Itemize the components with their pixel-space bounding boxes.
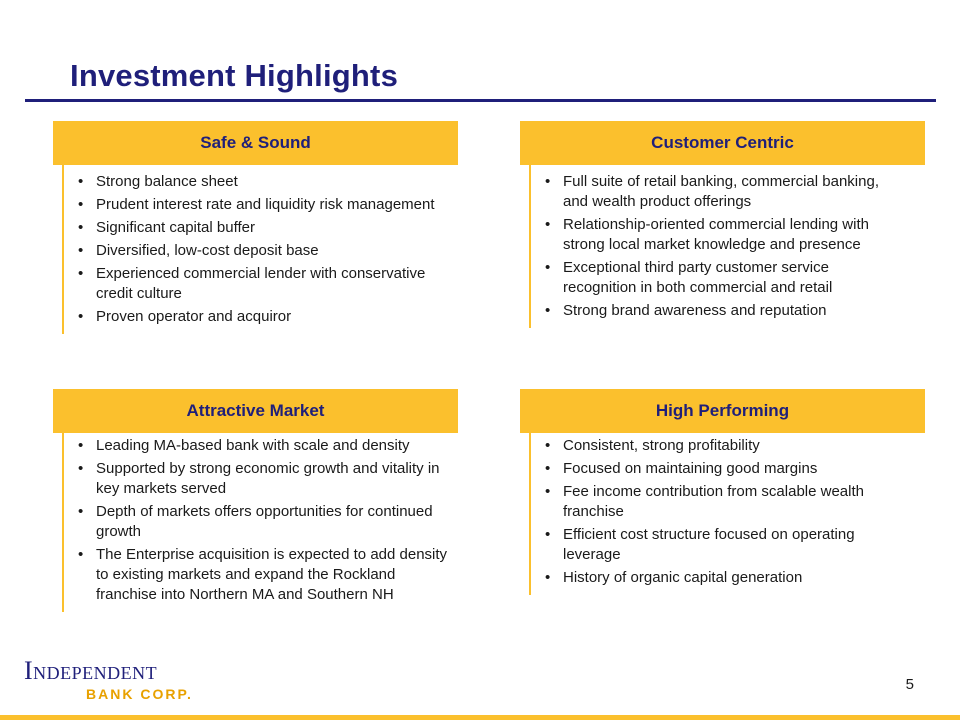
bullet-icon: • [78,437,84,454]
bullet-icon: • [545,259,551,276]
bullet-list: • Strong balance sheet • Prudent interest … [64,172,458,327]
list-item-text: Experienced commercial lender with conse… [96,265,426,302]
panel-body: • Strong balance sheet • Prudent interest … [62,165,458,334]
panel-heading: High Performing [520,389,925,433]
panel-safe-and-sound: Safe & Sound • Strong balance sheet • Prud… [53,121,458,334]
bullet-icon: • [545,173,551,190]
bullet-icon: • [545,460,551,477]
list-item: • Strong brand awareness and reputation [531,301,925,321]
list-item-text: Prudent interest rate and liquidity risk… [96,196,435,213]
list-item-text: Supported by strong economic growth and … [96,460,440,497]
list-item: • Focused on maintaining good margins [531,459,925,479]
bullet-icon: • [545,569,551,586]
list-item-text: Exceptional third party customer service… [563,259,833,296]
list-item: • Leading MA-based bank with scale and de… [64,436,458,456]
list-item-text: Strong brand awareness and reputation [563,302,827,319]
panel-attractive-market: Attractive Market • Leading MA-based bank… [53,389,458,612]
list-item: • Depth of markets offers opportunities f… [64,502,458,542]
panel-body: • Leading MA-based bank with scale and de… [62,433,458,612]
list-item: • Fee income contribution from scalable w… [531,482,925,522]
bullet-icon: • [78,242,84,259]
list-item: • Full suite of retail banking, commercia… [531,172,925,212]
title-divider [25,99,936,102]
list-item: • Exceptional third party customer servic… [531,258,925,298]
list-item-text: History of organic capital generation [563,569,803,586]
bullet-icon: • [545,216,551,233]
list-item: • Consistent, strong profitability [531,436,925,456]
bullet-icon: • [545,302,551,319]
panel-customer-centric: Customer Centric • Full suite of retail b… [520,121,925,328]
bullet-list: • Full suite of retail banking, commercia… [531,172,925,321]
list-item-text: Fee income contribution from scalable we… [563,483,864,520]
logo-subtitle: BANK CORP. [86,686,193,702]
bullet-list: • Consistent, strong profitability • Focus… [531,436,925,588]
list-item-text: Strong balance sheet [96,173,238,190]
panel-heading: Customer Centric [520,121,925,165]
bullet-icon: • [78,196,84,213]
list-item: • Relationship-oriented commercial lendin… [531,215,925,255]
list-item-text: The Enterprise acquisition is expected t… [96,546,448,603]
bullet-icon: • [78,219,84,236]
bullet-icon: • [78,173,84,190]
bullet-icon: • [545,526,551,543]
list-item-text: Depth of markets offers opportunities fo… [96,503,433,540]
bullet-icon: • [78,265,84,282]
list-item: • Significant capital buffer [64,218,458,238]
page-number: 5 [905,676,914,693]
list-item-text: Diversified, low-cost deposit base [96,242,319,259]
list-item: • Diversified, low-cost deposit base [64,241,458,261]
panel-body: • Consistent, strong profitability • Focus… [529,433,925,595]
bullet-icon: • [78,503,84,520]
list-item-text: Full suite of retail banking, commercial… [563,173,879,210]
bullet-icon: • [545,483,551,500]
list-item-text: Leading MA-based bank with scale and den… [96,437,410,454]
list-item-text: Efficient cost structure focused on oper… [563,526,855,563]
panel-heading: Safe & Sound [53,121,458,165]
logo-wordmark: Independent [24,656,158,685]
list-item-text: Consistent, strong profitability [563,437,760,454]
bullet-icon: • [78,546,84,563]
bullet-icon: • [545,437,551,454]
list-item: • The Enterprise acquisition is expected … [64,545,458,605]
list-item: • Experienced commercial lender with cons… [64,264,458,304]
list-item: • Efficient cost structure focused on ope… [531,525,925,565]
list-item: • Prudent interest rate and liquidity ris… [64,195,458,215]
bullet-icon: • [78,308,84,325]
panel-body: • Full suite of retail banking, commercia… [529,165,925,328]
bullet-list: • Leading MA-based bank with scale and de… [64,436,458,605]
panel-high-performing: High Performing • Consistent, strong prof… [520,389,925,595]
list-item: • History of organic capital generation [531,568,925,588]
list-item: • Strong balance sheet [64,172,458,192]
list-item-text: Focused on maintaining good margins [563,460,818,477]
list-item: • Supported by strong economic growth and… [64,459,458,499]
page-title: Investment Highlights [70,58,399,93]
panel-heading: Attractive Market [53,389,458,433]
list-item-text: Relationship-oriented commercial lending… [563,216,869,253]
list-item: • Proven operator and acquiror [64,307,458,327]
company-logo: Independent BANK CORP. [24,657,193,703]
bullet-icon: • [78,460,84,477]
footer-bar [0,715,960,720]
list-item-text: Proven operator and acquiror [96,308,292,325]
list-item-text: Significant capital buffer [96,219,255,236]
